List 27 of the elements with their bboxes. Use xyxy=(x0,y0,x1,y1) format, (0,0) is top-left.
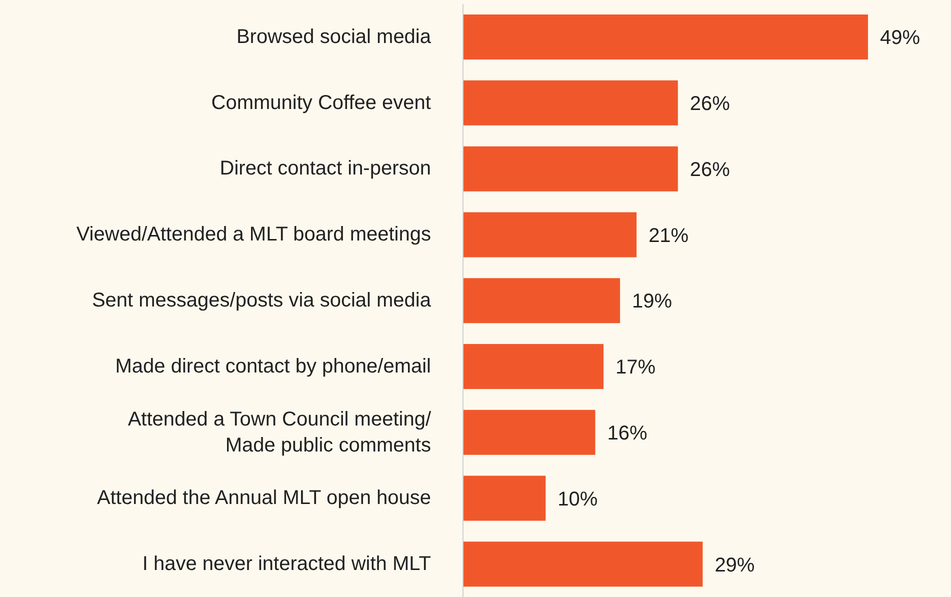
bar xyxy=(463,212,637,258)
y-tick-label: Made direct contact by phone/email xyxy=(115,355,431,378)
data-label: 26% xyxy=(690,93,730,116)
bar xyxy=(463,476,546,521)
y-tick-label: I have never interacted with MLT xyxy=(142,553,431,576)
data-label: 21% xyxy=(648,224,689,247)
bar xyxy=(463,542,703,587)
data-label: 26% xyxy=(690,158,730,181)
data-label: 19% xyxy=(632,290,672,313)
bar xyxy=(463,410,596,455)
y-tick-label: Attended the Annual MLT open house xyxy=(97,487,431,510)
data-label: 16% xyxy=(607,422,648,444)
bar xyxy=(463,80,678,126)
data-label: 17% xyxy=(616,356,656,379)
y-tick-label: Sent messages/posts via social media xyxy=(92,290,432,312)
y-tick-label: Direct contact in-person xyxy=(220,158,431,180)
y-tick-label: Attended a Town Council meeting/ Made public comments xyxy=(128,408,432,456)
y-tick-label: Viewed/Attended a MLT board meetings xyxy=(76,224,431,246)
data-label: 29% xyxy=(714,554,755,576)
bar xyxy=(463,344,604,389)
data-label: 10% xyxy=(558,488,598,510)
y-tick-label: Browsed social media xyxy=(236,26,432,48)
y-tick-label: Community Coffee event xyxy=(211,92,432,114)
bar xyxy=(463,146,678,192)
bar xyxy=(463,14,868,60)
bar xyxy=(463,278,620,324)
data-label: 49% xyxy=(880,27,920,50)
